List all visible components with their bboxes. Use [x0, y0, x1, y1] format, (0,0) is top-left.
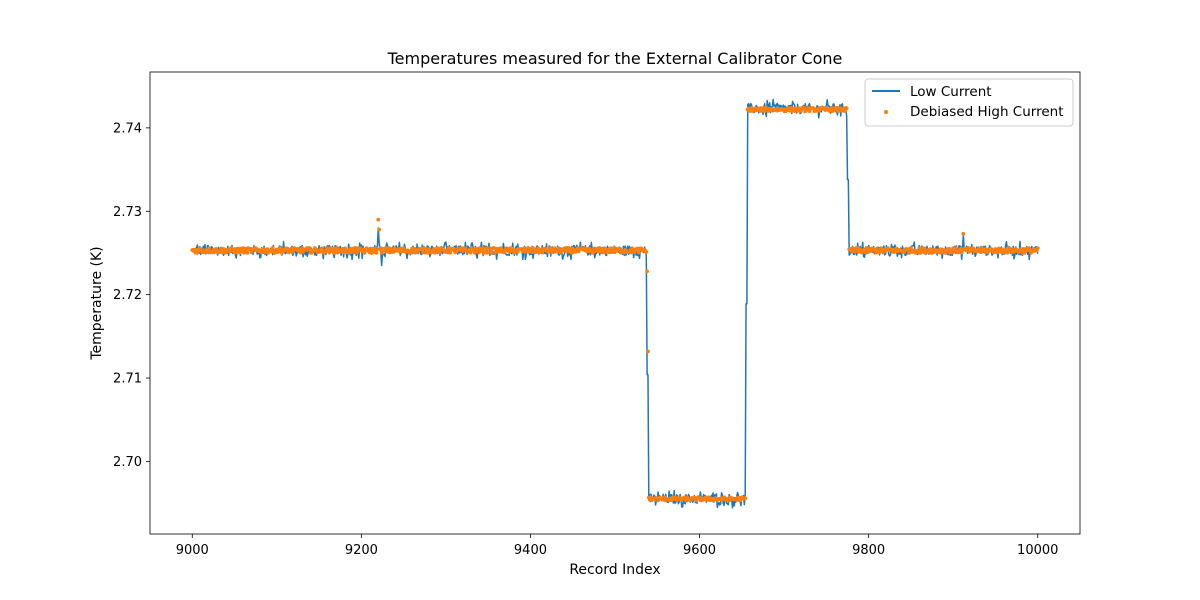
data-point-high-current	[636, 250, 641, 255]
data-point-high-current	[961, 231, 966, 236]
data-point-high-current	[743, 496, 748, 501]
y-axis-ticks: 2.70 2.71 2.72 2.73 2.74	[113, 121, 150, 470]
legend-label-low-current: Low Current	[910, 84, 992, 100]
legend-swatch-debiased-high-current	[884, 110, 888, 114]
x-axis-ticks: 9000 9200 9400 9600 9800 10000	[176, 534, 1058, 558]
y-tick-label: 2.70	[113, 455, 142, 470]
chart-title: Temperatures measured for the External C…	[387, 49, 843, 68]
x-tick-label: 9600	[683, 543, 716, 558]
data-point-high-current	[1035, 246, 1040, 251]
axes-frame	[149, 71, 1081, 535]
data-point-high-current	[379, 250, 384, 255]
x-tick-label: 9000	[176, 543, 209, 558]
y-axis-label: Temperature (K)	[89, 246, 105, 360]
data-point-high-current	[245, 250, 250, 255]
x-tick-label: 10000	[1017, 543, 1058, 558]
legend: Low Current Debiased High Current	[864, 78, 1074, 127]
data-point-high-current	[953, 246, 958, 250]
x-tick-label: 9800	[852, 543, 885, 558]
data-point-high-current	[570, 246, 575, 251]
data-point-high-current	[468, 250, 473, 255]
data-point-high-current	[374, 250, 379, 255]
data-point-high-current	[438, 250, 442, 255]
series-scatter-high-current	[190, 105, 1040, 503]
data-point-high-current	[362, 250, 367, 255]
x-axis-label: Record Index	[569, 562, 660, 578]
y-tick-label: 2.73	[113, 205, 142, 220]
data-point-high-current	[646, 349, 650, 354]
y-tick-label: 2.72	[113, 288, 142, 303]
plot-area	[190, 98, 1040, 509]
data-point-high-current	[844, 106, 849, 111]
data-point-high-current	[644, 250, 649, 255]
legend-label-debiased-high-current: Debiased High Current	[910, 104, 1064, 120]
data-point-high-current	[909, 246, 913, 250]
legend-frame	[864, 78, 1074, 127]
data-point-high-current	[481, 246, 486, 250]
data-point-high-current	[552, 246, 557, 251]
y-tick-label: 2.71	[113, 372, 142, 387]
data-point-high-current	[207, 246, 212, 251]
data-point-high-current	[307, 247, 312, 251]
data-point-high-current	[330, 246, 335, 251]
data-point-high-current	[376, 217, 381, 222]
data-point-high-current	[377, 227, 382, 232]
y-tick-label: 2.74	[113, 121, 142, 136]
x-tick-label: 9200	[345, 543, 378, 558]
data-point-high-current	[262, 247, 267, 251]
data-point-high-current	[353, 246, 358, 250]
data-point-high-current	[645, 269, 650, 274]
x-tick-label: 9400	[514, 543, 547, 558]
